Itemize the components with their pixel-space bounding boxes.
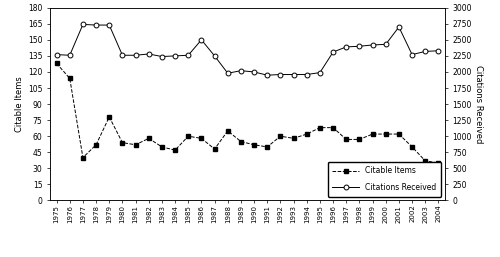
- Citations Received: [422, 50, 428, 53]
- Citations Received: [343, 45, 349, 48]
- Citable Items: [212, 148, 218, 151]
- Citations Received: [120, 54, 126, 57]
- Citations Received: [80, 23, 86, 26]
- Citations Received: [198, 38, 204, 41]
- Citable Items: [278, 135, 283, 138]
- Citations Received: [93, 24, 99, 27]
- Citable Items: [251, 143, 257, 146]
- Citable Items: [330, 126, 336, 129]
- Citable Items: [436, 161, 442, 164]
- Citations Received: [185, 54, 191, 57]
- Citable Items: [132, 143, 138, 146]
- Citable Items: [356, 138, 362, 141]
- Citable Items: [198, 137, 204, 140]
- Y-axis label: Citable Items: Citable Items: [14, 76, 24, 132]
- Citable Items: [93, 143, 99, 146]
- Citable Items: [159, 145, 165, 149]
- Citations Received: [356, 45, 362, 48]
- Citations Received: [106, 24, 112, 27]
- Citations Received: [436, 49, 442, 52]
- Citations Received: [238, 69, 244, 72]
- Citations Received: [383, 43, 389, 46]
- Citations Received: [212, 54, 218, 58]
- Citations Received: [370, 43, 376, 47]
- Citable Items: [396, 133, 402, 136]
- Citable Items: [343, 138, 349, 141]
- Citations Received: [317, 71, 323, 74]
- Citable Items: [120, 141, 126, 144]
- Citations Received: [225, 72, 231, 75]
- Citable Items: [370, 133, 376, 136]
- Citable Items: [106, 115, 112, 118]
- Citations Received: [146, 52, 152, 56]
- Citations Received: [159, 55, 165, 58]
- Citations Received: [251, 70, 257, 74]
- Citable Items: [67, 77, 73, 80]
- Citations Received: [67, 54, 73, 57]
- Citations Received: [54, 53, 60, 56]
- Citable Items: [172, 149, 178, 152]
- Citable Items: [80, 156, 86, 159]
- Legend: Citable Items, Citations Received: Citable Items, Citations Received: [328, 162, 441, 197]
- Line: Citable Items: Citable Items: [54, 61, 440, 165]
- Citable Items: [317, 126, 323, 129]
- Citations Received: [278, 73, 283, 76]
- Citable Items: [304, 133, 310, 136]
- Citable Items: [146, 137, 152, 140]
- Y-axis label: Citations Received: Citations Received: [474, 65, 483, 143]
- Citations Received: [304, 73, 310, 76]
- Citable Items: [225, 129, 231, 132]
- Citations Received: [409, 53, 415, 56]
- Citable Items: [238, 140, 244, 143]
- Citable Items: [290, 137, 296, 140]
- Citable Items: [54, 62, 60, 65]
- Citable Items: [409, 145, 415, 149]
- Citations Received: [396, 25, 402, 29]
- Citations Received: [330, 50, 336, 54]
- Citable Items: [264, 145, 270, 149]
- Citations Received: [264, 74, 270, 77]
- Citations Received: [132, 54, 138, 57]
- Line: Citations Received: Citations Received: [54, 22, 441, 78]
- Citations Received: [290, 73, 296, 76]
- Citable Items: [185, 135, 191, 138]
- Citable Items: [422, 159, 428, 162]
- Citations Received: [172, 54, 178, 58]
- Citable Items: [383, 133, 389, 136]
